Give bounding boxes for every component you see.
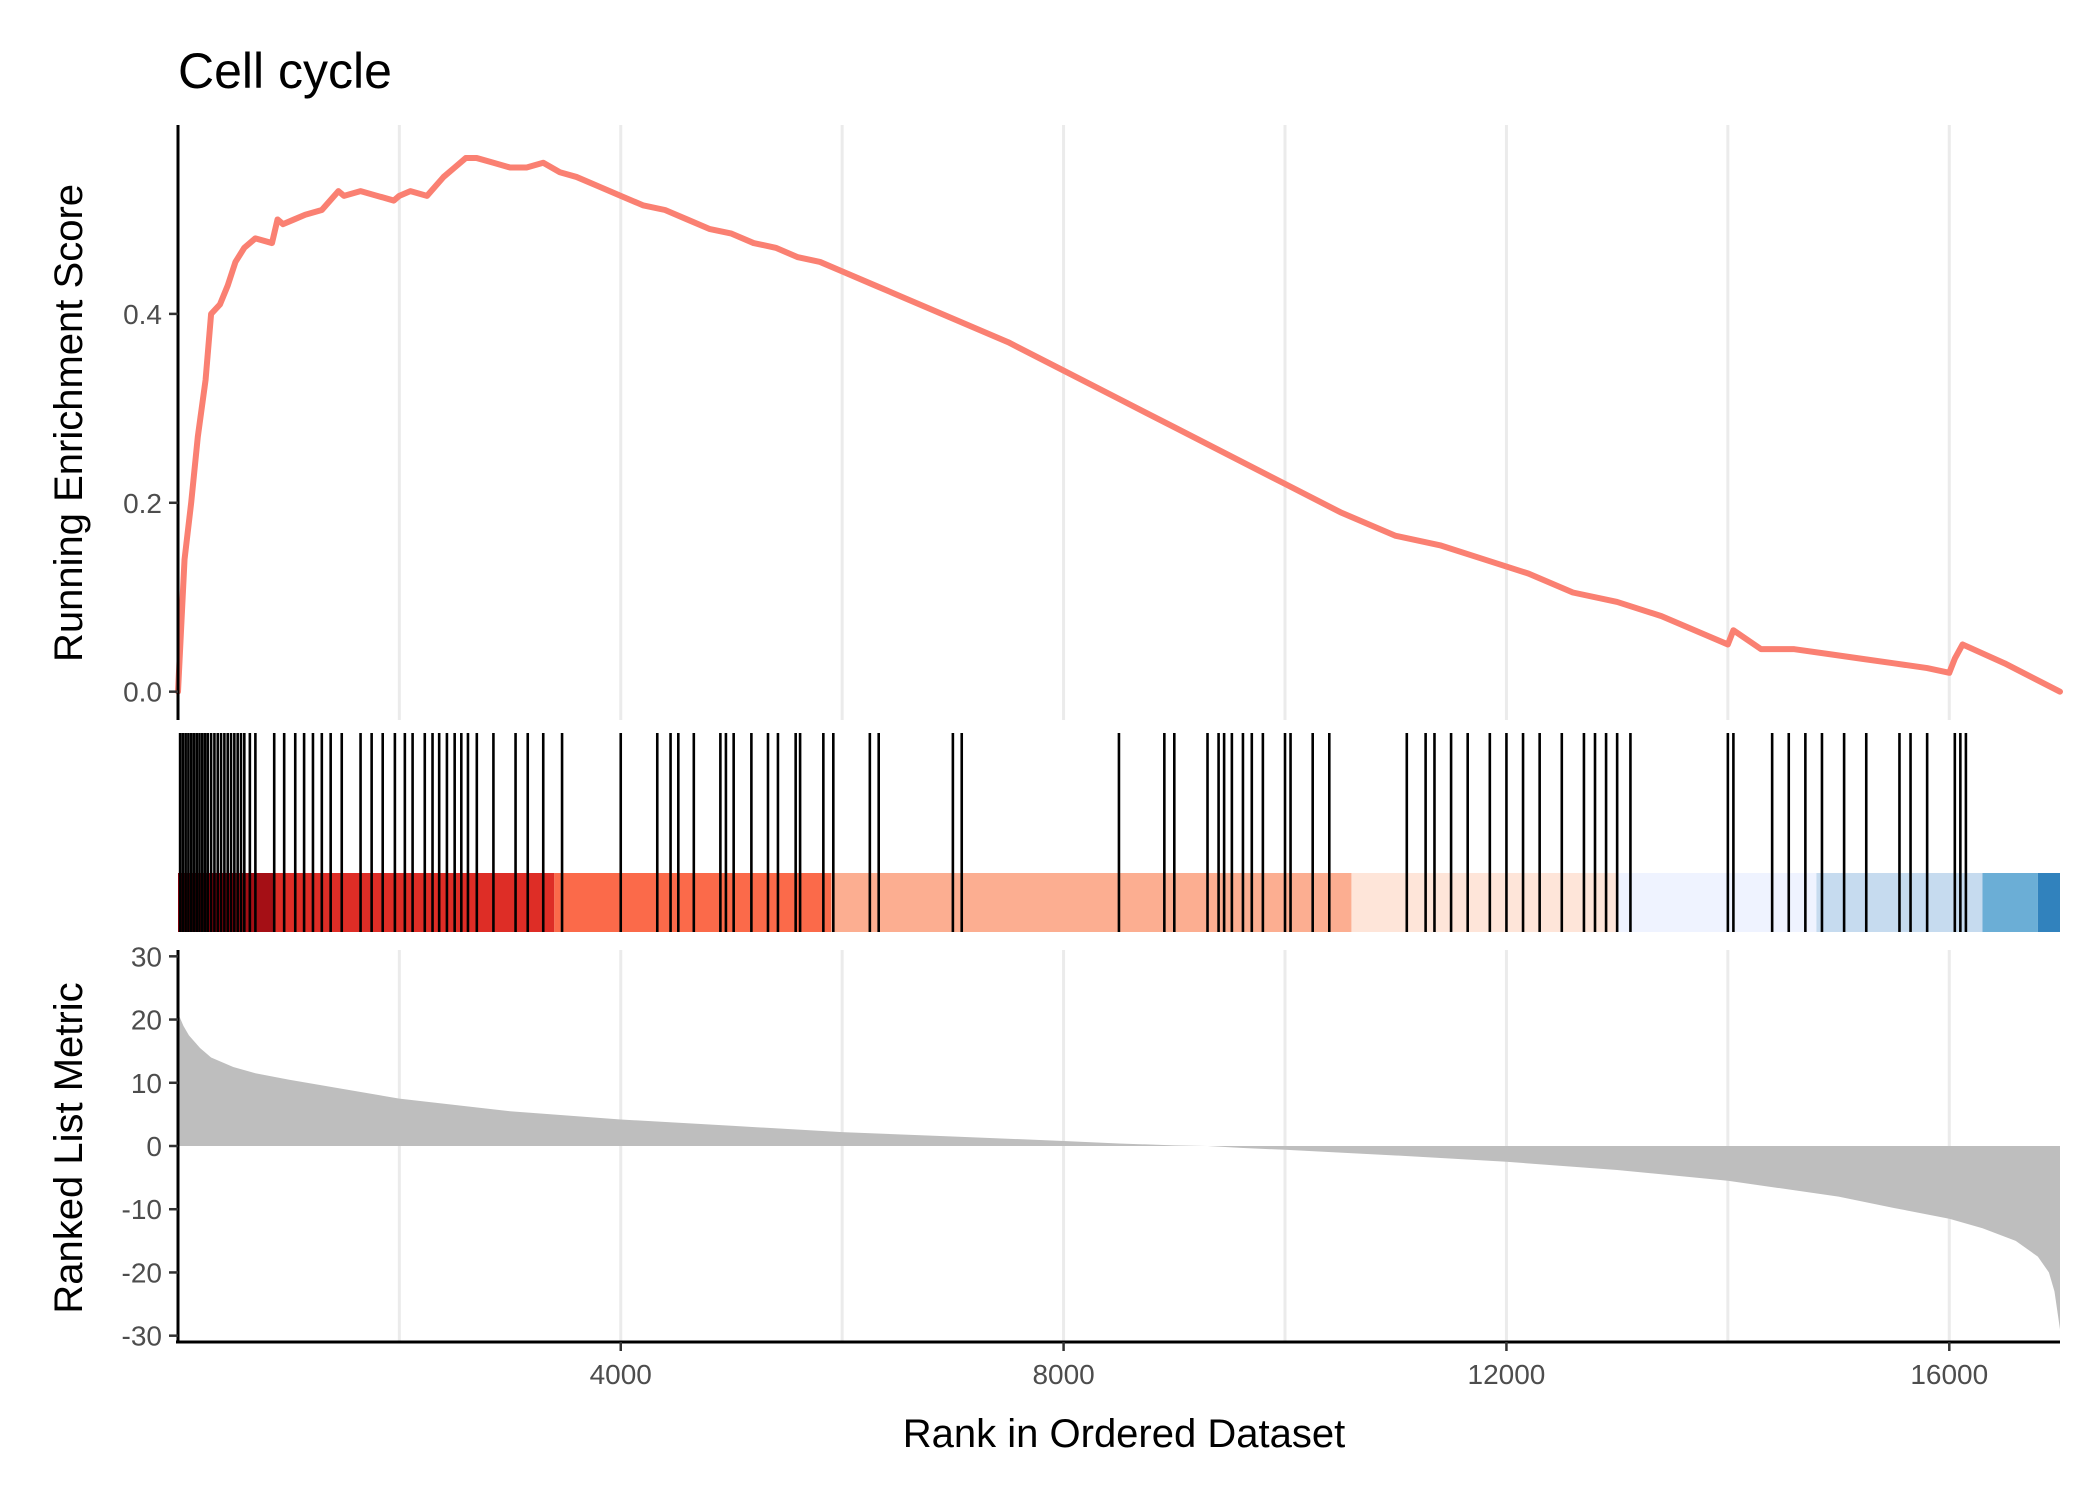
enrichment-score-line xyxy=(175,155,2063,695)
rank-color-bin xyxy=(2037,873,2060,932)
axes: 0.0 0.2 0.4 30 20 10 0 -10 -20 -30 4000 8000 12000 16… xyxy=(122,125,2060,1390)
x-tick-label: 4000 xyxy=(590,1359,652,1390)
x-tick-label: 16000 xyxy=(1910,1359,1988,1390)
rank-color-bin xyxy=(1617,873,1817,932)
metric-y-axis-title: Ranked List Metric xyxy=(47,982,91,1313)
metric-area xyxy=(178,1013,2060,1330)
metric-y-tick-label: -30 xyxy=(122,1321,162,1352)
gene-hit-ticks xyxy=(178,733,1968,932)
rank-color-bin xyxy=(1982,873,2038,932)
ranked-metric-area xyxy=(178,1013,2060,1330)
x-axis-title: Rank in Ordered Dataset xyxy=(903,1412,1345,1456)
metric-y-tick-label: -20 xyxy=(122,1257,162,1288)
metric-y-tick-label: 30 xyxy=(131,941,162,972)
chart-title: Cell cycle xyxy=(178,43,392,99)
es-y-axis-title: Running Enrichment Score xyxy=(47,184,91,662)
metric-y-tick-label: 0 xyxy=(146,1131,162,1162)
es-y-tick-label: 0.4 xyxy=(123,299,162,330)
rank-color-bin xyxy=(831,873,1352,932)
metric-y-tick-label: 20 xyxy=(131,1005,162,1036)
x-tick-label: 8000 xyxy=(1032,1359,1094,1390)
x-tick-label: 12000 xyxy=(1468,1359,1546,1390)
rank-color-bin xyxy=(1351,873,1618,932)
es-y-tick-label: 0.0 xyxy=(123,677,162,708)
rank-color-bin xyxy=(275,873,555,932)
es-y-tick-label: 0.2 xyxy=(123,488,162,519)
metric-y-tick-label: -10 xyxy=(122,1194,162,1225)
metric-y-tick-label: 10 xyxy=(131,1068,162,1099)
es-series-line xyxy=(175,155,2063,695)
